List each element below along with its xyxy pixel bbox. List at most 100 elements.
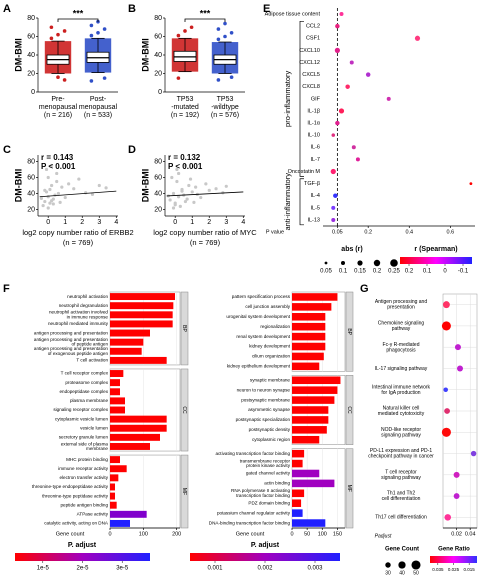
facet-strip [345, 448, 354, 529]
point [175, 167, 179, 172]
x-axis-label: Gene count [56, 531, 85, 537]
x-tick-label: 2 [207, 219, 211, 226]
point [414, 35, 421, 41]
bar-label: secretory granule lumen [59, 435, 109, 440]
bar-label: threonine-type endopeptidase activity [32, 484, 109, 489]
point [190, 190, 194, 194]
bar [292, 322, 326, 331]
panel-label: D [128, 144, 136, 156]
point [183, 199, 188, 204]
bar-label: urogenital system development [226, 314, 290, 319]
bar [292, 406, 329, 414]
row-label: Intestinal immune network [372, 384, 431, 390]
y-tick-label: 40 [154, 190, 162, 197]
outlier [49, 36, 54, 41]
row-label: TGF-β [304, 181, 320, 187]
colorbar-tick-label: 3e-5 [116, 566, 129, 572]
size-legend-label: 50 [413, 570, 419, 576]
bar-label: external side of plasma [61, 441, 109, 446]
point [46, 195, 50, 199]
facet-strip [180, 454, 189, 529]
outlier [62, 29, 67, 33]
bar-label: activating transcription factor binding [215, 451, 290, 456]
colorbar [15, 553, 150, 561]
bar-label: cilium organization [252, 354, 290, 359]
bar [292, 352, 324, 361]
point [224, 184, 228, 188]
bar-label: membrane [86, 446, 108, 451]
point [351, 145, 356, 150]
point [453, 493, 460, 499]
bar-label: electron transfer activity [59, 475, 108, 480]
outlier [229, 75, 234, 79]
x-tick-label: -wildtype [211, 104, 239, 111]
bar-label: antigen processing and presentation [34, 346, 109, 351]
row-label: Th17 cell differentiation [375, 515, 427, 521]
y-tick-label: 20 [27, 206, 35, 213]
y-tick-label: 40 [27, 190, 35, 197]
bar [110, 379, 120, 387]
bar [110, 329, 150, 337]
x-tick-label: 2 [80, 219, 84, 226]
bar-label: cell junction assembly [245, 304, 290, 309]
bar [110, 483, 115, 491]
facet-label: BP [181, 325, 187, 332]
point [55, 179, 59, 184]
bar-label: RNA polymerase II activating [231, 488, 290, 493]
point [48, 187, 52, 192]
outlier [176, 33, 181, 38]
row-label: signaling pathway [381, 432, 421, 438]
size-legend-label: 0.25 [388, 269, 400, 275]
bar [110, 347, 142, 355]
bar [110, 415, 167, 423]
y-tick-label: 40 [27, 52, 35, 59]
point [335, 120, 340, 126]
bar-label: proteasome complex [65, 380, 108, 385]
point [444, 408, 450, 414]
bar-label: in immune response [67, 314, 109, 319]
x-tick-label: 0.2 [364, 229, 372, 235]
bar [110, 370, 124, 377]
x-tick-label: (n = 533) [84, 112, 112, 119]
bar-label: threonine-type peptidase activity [42, 493, 109, 498]
point [441, 427, 451, 437]
row-label: IL-1β [307, 108, 320, 114]
x-axis-label: log2 copy number ratio of MYC [153, 228, 257, 237]
x-tick-label: 0 [108, 531, 111, 537]
point [50, 199, 54, 203]
point [55, 171, 59, 176]
size-legend-label: 0.2 [373, 269, 382, 275]
outlier [189, 25, 194, 30]
size-legend-label: 0.05 [320, 269, 332, 275]
row-label: Fc-γ R-mediated [383, 342, 420, 348]
facet-strip [345, 291, 354, 372]
facet-label: MF [346, 485, 352, 492]
y-axis-label: DM-BMI [140, 169, 150, 203]
bar [110, 492, 115, 500]
size-legend-dot [411, 560, 421, 570]
x-tick-label: TP53 [217, 96, 234, 103]
x-tick-label: 3 [224, 219, 228, 226]
bar-label: cytoplasmic region [252, 437, 290, 442]
point [453, 471, 460, 478]
y-tick-label: 40 [154, 52, 162, 59]
facet-label: BP [346, 328, 352, 335]
bar [110, 397, 125, 405]
bar [292, 376, 341, 385]
bar [292, 479, 335, 488]
row-label: IL-4 [311, 193, 320, 199]
bar [110, 293, 175, 301]
row-label: Antigen processing and [375, 299, 427, 305]
bar-label: potassium channel regulator activity [217, 510, 291, 515]
point [43, 199, 47, 204]
point [60, 185, 64, 189]
bar-label: asymmetric synapse [248, 407, 290, 412]
bar [292, 303, 332, 311]
x-tick-label: (n = 192) [171, 112, 199, 119]
size-legend-label: 0.15 [354, 269, 366, 275]
y-tick-label: 20 [154, 70, 162, 77]
point [187, 183, 191, 188]
bar-label: neuron to neuron synapse [237, 387, 291, 392]
point [46, 206, 50, 210]
